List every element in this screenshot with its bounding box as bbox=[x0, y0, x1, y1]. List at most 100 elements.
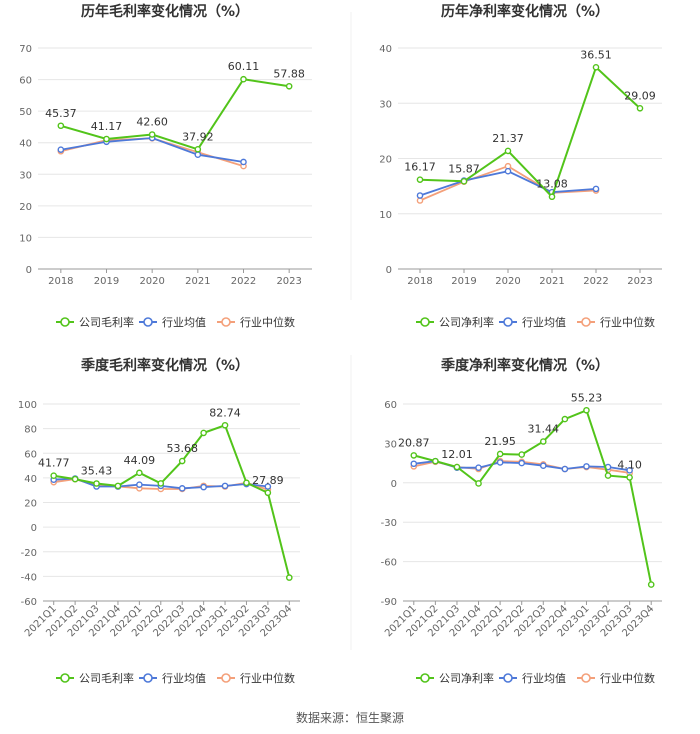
data-point bbox=[103, 135, 110, 143]
data-label: 45.37 bbox=[45, 107, 77, 120]
data-label: 55.23 bbox=[571, 391, 603, 404]
y-tick-label: 0 bbox=[386, 265, 392, 276]
data-label: 31.44 bbox=[528, 423, 560, 436]
legend-label: 行业均值 bbox=[162, 316, 206, 329]
data-point bbox=[518, 459, 526, 467]
y-tick-label: 70 bbox=[19, 44, 32, 55]
series-line-1 bbox=[413, 408, 653, 585]
data-point bbox=[416, 176, 424, 183]
legend-label: 行业中位数 bbox=[240, 671, 295, 685]
data-label: 12.01 bbox=[441, 448, 473, 461]
data-point bbox=[504, 147, 512, 155]
data-point bbox=[285, 82, 293, 90]
y-tick-label: 80 bbox=[24, 425, 37, 436]
y-tick-label: 30 bbox=[384, 439, 397, 450]
data-label: 53.68 bbox=[166, 442, 198, 455]
data-point bbox=[285, 574, 293, 581]
data-source-note: 数据来源：恒生聚源 bbox=[295, 711, 404, 725]
y-tick-label: 0 bbox=[31, 523, 37, 534]
legend-swatch-marker bbox=[503, 673, 513, 683]
data-point bbox=[539, 462, 547, 470]
data-point bbox=[561, 465, 569, 473]
data-point bbox=[71, 475, 79, 483]
chart-1: 历年毛利率变化情况（%） 0 10 20 30 40 50 60 70 2018 2019 2020 2… bbox=[19, 3, 312, 329]
y-tick-label: 0 bbox=[26, 265, 32, 276]
data-point bbox=[432, 457, 439, 465]
chart-2: 历年净利率变化情况（%） 0 10 20 30 40 2018 2019 2020 2021 202… bbox=[379, 3, 662, 329]
legend-swatch-marker bbox=[143, 317, 153, 327]
data-point bbox=[221, 482, 229, 490]
data-point bbox=[548, 193, 556, 201]
legend-swatch-marker bbox=[60, 317, 70, 327]
y-tick-label: 60 bbox=[24, 449, 37, 460]
data-point bbox=[157, 480, 165, 487]
data-point bbox=[504, 167, 512, 175]
data-point bbox=[57, 146, 65, 153]
data-point bbox=[453, 463, 461, 471]
data-label: 42.60 bbox=[136, 116, 168, 129]
data-point bbox=[496, 459, 504, 466]
legend-label: 公司毛利率 bbox=[79, 671, 134, 685]
data-label: 21.95 bbox=[484, 435, 516, 448]
x-tick-label: 2023 bbox=[627, 276, 652, 287]
chart-title: 历年毛利率变化情况（%） bbox=[81, 3, 249, 20]
legend-label: 行业中位数 bbox=[600, 315, 655, 329]
data-point bbox=[178, 457, 186, 465]
data-point bbox=[264, 483, 272, 490]
data-point bbox=[136, 469, 143, 477]
data-point bbox=[93, 480, 100, 487]
data-label: 37.92 bbox=[182, 130, 214, 143]
data-point bbox=[194, 151, 202, 159]
data-point bbox=[243, 479, 250, 487]
y-tick-label: 40 bbox=[24, 474, 37, 485]
data-point bbox=[592, 185, 600, 193]
legend-swatch-marker bbox=[60, 673, 70, 683]
x-tick-label: 2019 bbox=[451, 276, 476, 287]
data-label: 82.74 bbox=[209, 406, 241, 419]
y-tick-label: 0 bbox=[391, 479, 397, 490]
data-point bbox=[416, 192, 424, 199]
data-label: 35.43 bbox=[81, 465, 113, 478]
data-label: 41.17 bbox=[91, 120, 123, 133]
data-point bbox=[583, 463, 590, 470]
data-point bbox=[561, 415, 569, 423]
y-tick-label: 20 bbox=[379, 155, 392, 166]
data-point bbox=[475, 464, 482, 471]
x-tick-label: 2021 bbox=[185, 276, 210, 287]
legend-swatch-marker bbox=[581, 317, 591, 327]
x-tick-label: 2022 bbox=[583, 276, 608, 287]
legend-swatch-marker bbox=[221, 673, 231, 683]
series-line-1 bbox=[53, 424, 291, 578]
data-point bbox=[460, 178, 468, 185]
data-point bbox=[592, 63, 600, 71]
legend-label: 行业均值 bbox=[522, 672, 566, 685]
legend-swatch-marker bbox=[143, 673, 153, 683]
y-tick-label: -90 bbox=[381, 597, 397, 608]
data-point bbox=[604, 472, 612, 479]
y-tick-label: -30 bbox=[381, 518, 397, 529]
data-point bbox=[539, 438, 547, 445]
y-tick-label: 50 bbox=[19, 107, 32, 118]
series-line-1 bbox=[60, 78, 290, 151]
data-point bbox=[475, 480, 482, 487]
y-tick-label: 60 bbox=[19, 76, 32, 87]
chart-4: 季度净利率变化情况（%）-90-60-30030602021Q12021Q220… bbox=[381, 357, 662, 685]
data-point bbox=[136, 481, 143, 488]
data-point bbox=[221, 421, 229, 429]
data-point bbox=[410, 452, 418, 459]
data-label: 21.37 bbox=[492, 132, 524, 145]
y-tick-label: 20 bbox=[19, 202, 32, 213]
chart-title: 历年净利率变化情况（%） bbox=[441, 3, 609, 20]
legend-label: 行业均值 bbox=[522, 316, 566, 329]
data-point bbox=[583, 406, 590, 414]
y-tick-label: 10 bbox=[379, 210, 392, 221]
data-point bbox=[194, 145, 202, 153]
data-point bbox=[626, 474, 633, 481]
data-point bbox=[114, 482, 122, 490]
data-label: 16.17 bbox=[404, 161, 436, 174]
data-point bbox=[636, 104, 644, 112]
x-tick-label: 2018 bbox=[407, 276, 432, 287]
y-tick-label: -60 bbox=[21, 597, 37, 608]
data-point bbox=[200, 429, 207, 437]
data-label: 4.10 bbox=[617, 458, 642, 471]
